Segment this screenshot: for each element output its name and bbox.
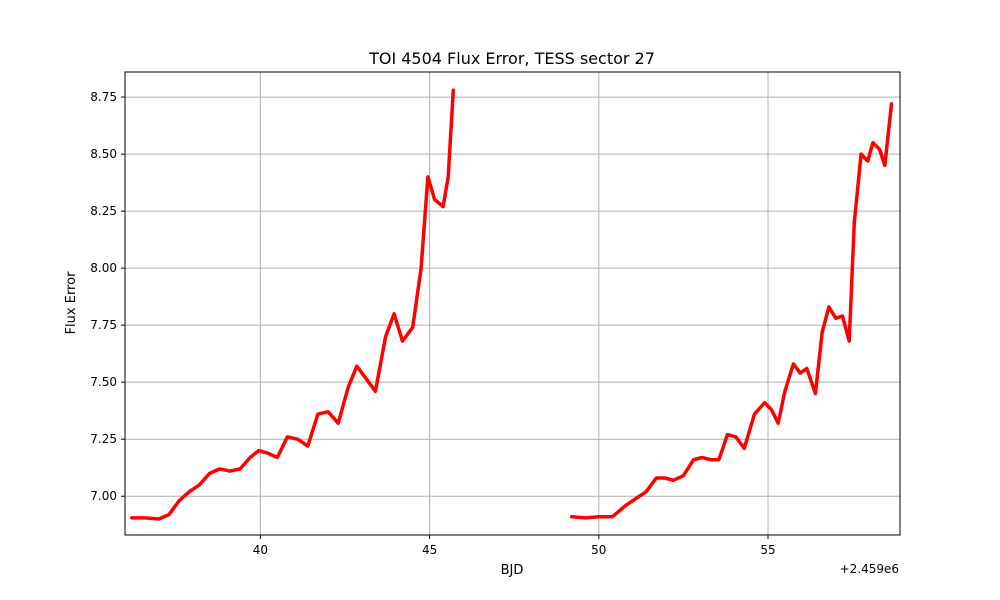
y-tick-label: 8.75 xyxy=(90,90,117,104)
x-tick-label: 45 xyxy=(422,543,437,557)
y-tick-label: 7.00 xyxy=(90,489,117,503)
x-tick-label: 50 xyxy=(591,543,606,557)
y-tick-label: 8.25 xyxy=(90,204,117,218)
y-tick-label: 8.00 xyxy=(90,261,117,275)
chart-title: TOI 4504 Flux Error, TESS sector 27 xyxy=(368,49,655,68)
x-axis-label: BJD xyxy=(501,563,524,578)
data-series xyxy=(130,88,894,521)
x-tick-label: 40 xyxy=(253,543,268,557)
x-tick-label: 55 xyxy=(760,543,775,557)
flux-error-series-line xyxy=(569,102,894,520)
x-offset-label: +2.459e6 xyxy=(840,562,899,576)
y-tick-label: 7.50 xyxy=(90,375,117,389)
y-axis-label: Flux Error xyxy=(64,271,79,334)
y-tick-label: 8.50 xyxy=(90,147,117,161)
y-axis-ticks: 7.00 7.25 7.50 7.75 8.00 8.25 8.50 8.75 xyxy=(90,90,125,503)
flux-error-series-line xyxy=(130,88,456,521)
y-tick-label: 7.25 xyxy=(90,432,117,446)
x-axis-ticks: 40 45 50 55 xyxy=(253,535,776,557)
y-tick-label: 7.75 xyxy=(90,318,117,332)
plot-frame xyxy=(124,71,901,536)
grid-lines xyxy=(125,72,900,535)
